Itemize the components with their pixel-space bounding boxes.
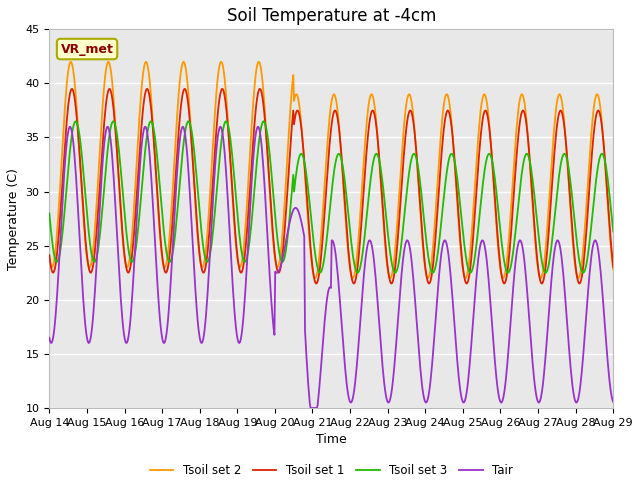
Tair (56, 252, 63, 257)
Title: Soil Temperature at -4cm: Soil Temperature at -4cm (227, 7, 436, 25)
Tsoil set 3 (609, 229, 617, 235)
Line: Tsoil set 3: Tsoil set 3 (49, 121, 613, 273)
Y-axis label: Temperature (C): Temperature (C) (7, 168, 20, 270)
Tair (201, 326, 209, 332)
Tsoil set 3 (45, 210, 53, 216)
Line: Tair: Tair (49, 127, 613, 408)
Tair (45, 335, 53, 341)
Tsoil set 1 (68, 86, 76, 92)
Tsoil set 2 (255, 59, 262, 65)
Text: VR_met: VR_met (61, 43, 113, 56)
Tsoil set 2 (56, 192, 63, 198)
Tsoil set 3 (114, 136, 122, 142)
Tsoil set 2 (312, 275, 319, 281)
Tair (418, 381, 426, 387)
Tsoil set 3 (171, 234, 179, 240)
Tsoil set 3 (401, 203, 409, 208)
Tsoil set 2 (171, 150, 179, 156)
Tsoil set 1 (500, 281, 508, 287)
Tsoil set 1 (609, 264, 617, 270)
Tsoil set 3 (392, 270, 399, 276)
Tsoil set 2 (45, 255, 53, 261)
Tair (401, 241, 409, 247)
Tair (171, 206, 179, 212)
Tsoil set 2 (401, 108, 409, 114)
Tsoil set 1 (401, 143, 408, 149)
Tair (609, 399, 617, 405)
Legend: Tsoil set 2, Tsoil set 1, Tsoil set 3, Tair: Tsoil set 2, Tsoil set 1, Tsoil set 3, T… (145, 459, 518, 480)
Tsoil set 1 (172, 173, 179, 179)
Tsoil set 3 (260, 119, 268, 124)
Tsoil set 2 (201, 257, 209, 263)
Tsoil set 2 (418, 232, 426, 238)
Line: Tsoil set 1: Tsoil set 1 (49, 89, 613, 284)
Tair (114, 242, 122, 248)
Tsoil set 1 (56, 222, 63, 228)
Line: Tsoil set 2: Tsoil set 2 (49, 62, 613, 278)
Tair (307, 405, 314, 411)
Tsoil set 1 (45, 252, 53, 258)
Tsoil set 3 (201, 252, 209, 258)
Tair (254, 124, 262, 130)
Tsoil set 1 (115, 170, 122, 176)
Tsoil set 3 (56, 252, 63, 258)
Tsoil set 1 (202, 265, 209, 271)
Tsoil set 3 (418, 195, 426, 201)
Tsoil set 2 (114, 158, 122, 164)
X-axis label: Time: Time (316, 433, 347, 446)
Tsoil set 2 (609, 266, 617, 272)
Tsoil set 1 (417, 215, 425, 221)
